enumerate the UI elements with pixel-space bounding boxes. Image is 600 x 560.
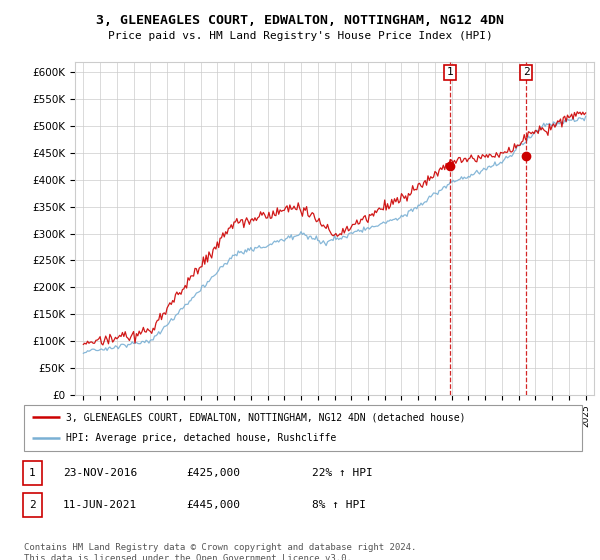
Text: £425,000: £425,000 (186, 468, 240, 478)
Text: £445,000: £445,000 (186, 500, 240, 510)
FancyBboxPatch shape (23, 461, 42, 485)
Text: 2: 2 (523, 67, 530, 77)
Text: 2: 2 (29, 500, 36, 510)
Text: 1: 1 (29, 468, 36, 478)
Text: 1: 1 (446, 67, 454, 77)
FancyBboxPatch shape (23, 493, 42, 517)
Text: 8% ↑ HPI: 8% ↑ HPI (312, 500, 366, 510)
Text: 22% ↑ HPI: 22% ↑ HPI (312, 468, 373, 478)
Text: Contains HM Land Registry data © Crown copyright and database right 2024.
This d: Contains HM Land Registry data © Crown c… (24, 543, 416, 560)
Text: 23-NOV-2016: 23-NOV-2016 (63, 468, 137, 478)
Text: 3, GLENEAGLES COURT, EDWALTON, NOTTINGHAM, NG12 4DN (detached house): 3, GLENEAGLES COURT, EDWALTON, NOTTINGHA… (66, 412, 466, 422)
Text: 3, GLENEAGLES COURT, EDWALTON, NOTTINGHAM, NG12 4DN: 3, GLENEAGLES COURT, EDWALTON, NOTTINGHA… (96, 14, 504, 27)
Text: Price paid vs. HM Land Registry's House Price Index (HPI): Price paid vs. HM Land Registry's House … (107, 31, 493, 41)
Text: 11-JUN-2021: 11-JUN-2021 (63, 500, 137, 510)
FancyBboxPatch shape (24, 405, 582, 451)
Text: HPI: Average price, detached house, Rushcliffe: HPI: Average price, detached house, Rush… (66, 433, 336, 444)
